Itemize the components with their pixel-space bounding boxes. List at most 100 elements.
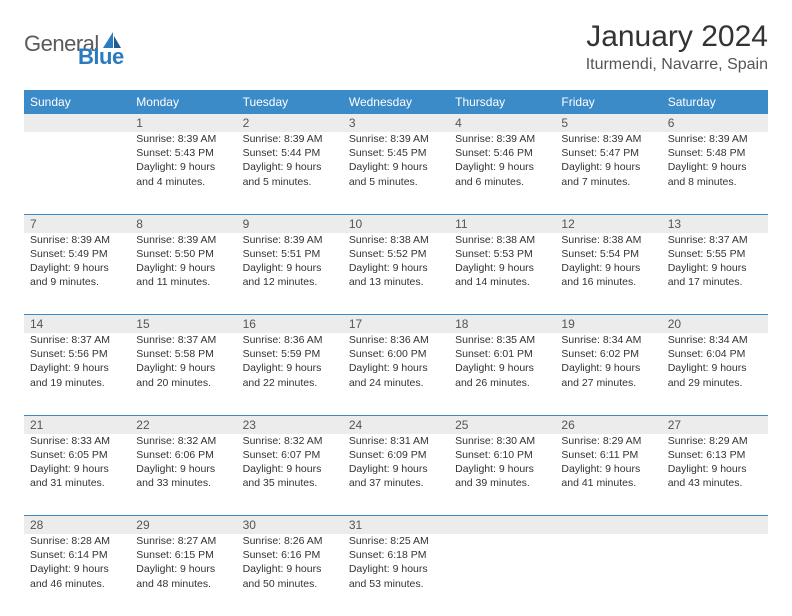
day1-text: Daylight: 9 hours	[136, 261, 230, 275]
sunrise-text: Sunrise: 8:25 AM	[349, 534, 443, 548]
weekday-header: Monday	[130, 90, 236, 114]
day-number: 9	[237, 214, 343, 233]
day1-text: Daylight: 9 hours	[668, 160, 762, 174]
day-cell: Sunrise: 8:38 AMSunset: 5:53 PMDaylight:…	[449, 233, 555, 315]
day-cell: Sunrise: 8:39 AMSunset: 5:48 PMDaylight:…	[662, 132, 768, 214]
location: Iturmendi, Navarre, Spain	[586, 56, 768, 74]
day-number: 12	[555, 214, 661, 233]
day-cell: Sunrise: 8:39 AMSunset: 5:51 PMDaylight:…	[237, 233, 343, 315]
day-number: 14	[24, 315, 130, 334]
day1-text: Daylight: 9 hours	[455, 361, 549, 375]
day-number-row: 28293031	[24, 516, 768, 535]
sunset-text: Sunset: 6:00 PM	[349, 347, 443, 361]
day1-text: Daylight: 9 hours	[30, 261, 124, 275]
day1-text: Daylight: 9 hours	[243, 160, 337, 174]
day2-text: and 27 minutes.	[561, 376, 655, 390]
day-cell: Sunrise: 8:25 AMSunset: 6:18 PMDaylight:…	[343, 534, 449, 616]
day-number: 17	[343, 315, 449, 334]
day1-text: Daylight: 9 hours	[30, 462, 124, 476]
page-title: January 2024	[586, 20, 768, 54]
day1-text: Daylight: 9 hours	[349, 562, 443, 576]
day1-text: Daylight: 9 hours	[561, 361, 655, 375]
day-number: 15	[130, 315, 236, 334]
day1-text: Daylight: 9 hours	[561, 160, 655, 174]
day2-text: and 46 minutes.	[30, 577, 124, 591]
sunset-text: Sunset: 6:15 PM	[136, 548, 230, 562]
sunset-text: Sunset: 5:43 PM	[136, 146, 230, 160]
sunset-text: Sunset: 5:51 PM	[243, 247, 337, 261]
sunset-text: Sunset: 6:07 PM	[243, 448, 337, 462]
day-number: 8	[130, 214, 236, 233]
sunset-text: Sunset: 5:53 PM	[455, 247, 549, 261]
day-cell: Sunrise: 8:39 AMSunset: 5:49 PMDaylight:…	[24, 233, 130, 315]
day-number: 25	[449, 415, 555, 434]
day1-text: Daylight: 9 hours	[455, 160, 549, 174]
day-cell: Sunrise: 8:31 AMSunset: 6:09 PMDaylight:…	[343, 434, 449, 516]
sunset-text: Sunset: 6:18 PM	[349, 548, 443, 562]
day-cell: Sunrise: 8:28 AMSunset: 6:14 PMDaylight:…	[24, 534, 130, 616]
day-cell	[555, 534, 661, 616]
day-number: 18	[449, 315, 555, 334]
weekday-header: Friday	[555, 90, 661, 114]
day2-text: and 53 minutes.	[349, 577, 443, 591]
day2-text: and 5 minutes.	[349, 175, 443, 189]
sunrise-text: Sunrise: 8:36 AM	[243, 333, 337, 347]
day-number: 4	[449, 114, 555, 132]
day1-text: Daylight: 9 hours	[349, 261, 443, 275]
sunset-text: Sunset: 6:06 PM	[136, 448, 230, 462]
sunrise-text: Sunrise: 8:37 AM	[136, 333, 230, 347]
sunrise-text: Sunrise: 8:39 AM	[243, 132, 337, 146]
day-cell: Sunrise: 8:39 AMSunset: 5:45 PMDaylight:…	[343, 132, 449, 214]
day-cell: Sunrise: 8:35 AMSunset: 6:01 PMDaylight:…	[449, 333, 555, 415]
day-number-row: 21222324252627	[24, 415, 768, 434]
sunrise-text: Sunrise: 8:39 AM	[561, 132, 655, 146]
day1-text: Daylight: 9 hours	[243, 462, 337, 476]
day2-text: and 50 minutes.	[243, 577, 337, 591]
day2-text: and 31 minutes.	[30, 476, 124, 490]
day2-text: and 5 minutes.	[243, 175, 337, 189]
day-cell: Sunrise: 8:39 AMSunset: 5:46 PMDaylight:…	[449, 132, 555, 214]
day1-text: Daylight: 9 hours	[243, 562, 337, 576]
day1-text: Daylight: 9 hours	[668, 462, 762, 476]
sunrise-text: Sunrise: 8:37 AM	[668, 233, 762, 247]
day2-text: and 20 minutes.	[136, 376, 230, 390]
day-cell: Sunrise: 8:30 AMSunset: 6:10 PMDaylight:…	[449, 434, 555, 516]
sunset-text: Sunset: 5:58 PM	[136, 347, 230, 361]
day2-text: and 6 minutes.	[455, 175, 549, 189]
day-number-row: 78910111213	[24, 214, 768, 233]
day-number: 6	[662, 114, 768, 132]
day-cell: Sunrise: 8:33 AMSunset: 6:05 PMDaylight:…	[24, 434, 130, 516]
sunset-text: Sunset: 6:11 PM	[561, 448, 655, 462]
day-cell: Sunrise: 8:38 AMSunset: 5:54 PMDaylight:…	[555, 233, 661, 315]
sunrise-text: Sunrise: 8:36 AM	[349, 333, 443, 347]
weekday-header: Tuesday	[237, 90, 343, 114]
day-number: 7	[24, 214, 130, 233]
day2-text: and 39 minutes.	[455, 476, 549, 490]
day2-text: and 41 minutes.	[561, 476, 655, 490]
day1-text: Daylight: 9 hours	[668, 261, 762, 275]
sunrise-text: Sunrise: 8:38 AM	[561, 233, 655, 247]
day-cell: Sunrise: 8:37 AMSunset: 5:58 PMDaylight:…	[130, 333, 236, 415]
day-content-row: Sunrise: 8:37 AM Sunset: 5:56 PM Daylight:…	[24, 333, 768, 415]
day-cell: Sunrise: 8:32 AMSunset: 6:07 PMDaylight:…	[237, 434, 343, 516]
sunrise-text: Sunrise: 8:32 AM	[136, 434, 230, 448]
sunset-text: Sunset: 5:45 PM	[349, 146, 443, 160]
weekday-header-row: Sunday Monday Tuesday Wednesday Thursday…	[24, 90, 768, 114]
day-content-row: Sunrise: 8:33 AMSunset: 6:05 PMDaylight:…	[24, 434, 768, 516]
day-number: 5	[555, 114, 661, 132]
title-block: January 2024 Iturmendi, Navarre, Spain	[586, 20, 768, 74]
sunrise-text: Sunrise: 8:35 AM	[455, 333, 549, 347]
sunset-text: Sunset: 5:56 PM	[30, 347, 124, 361]
day-cell: Sunrise: 8:36 AMSunset: 6:00 PMDaylight:…	[343, 333, 449, 415]
day2-text: and 43 minutes.	[668, 476, 762, 490]
sunset-text: Sunset: 5:52 PM	[349, 247, 443, 261]
sunrise-text: Sunrise: 8:34 AM	[561, 333, 655, 347]
day2-text: and 7 minutes.	[561, 175, 655, 189]
day-number: 27	[662, 415, 768, 434]
day-number	[555, 516, 661, 535]
sunrise-text: Sunrise: 8:30 AM	[455, 434, 549, 448]
weekday-header: Saturday	[662, 90, 768, 114]
sunset-text: Sunset: 6:09 PM	[349, 448, 443, 462]
sunset-text: Sunset: 5:59 PM	[243, 347, 337, 361]
day-number: 16	[237, 315, 343, 334]
